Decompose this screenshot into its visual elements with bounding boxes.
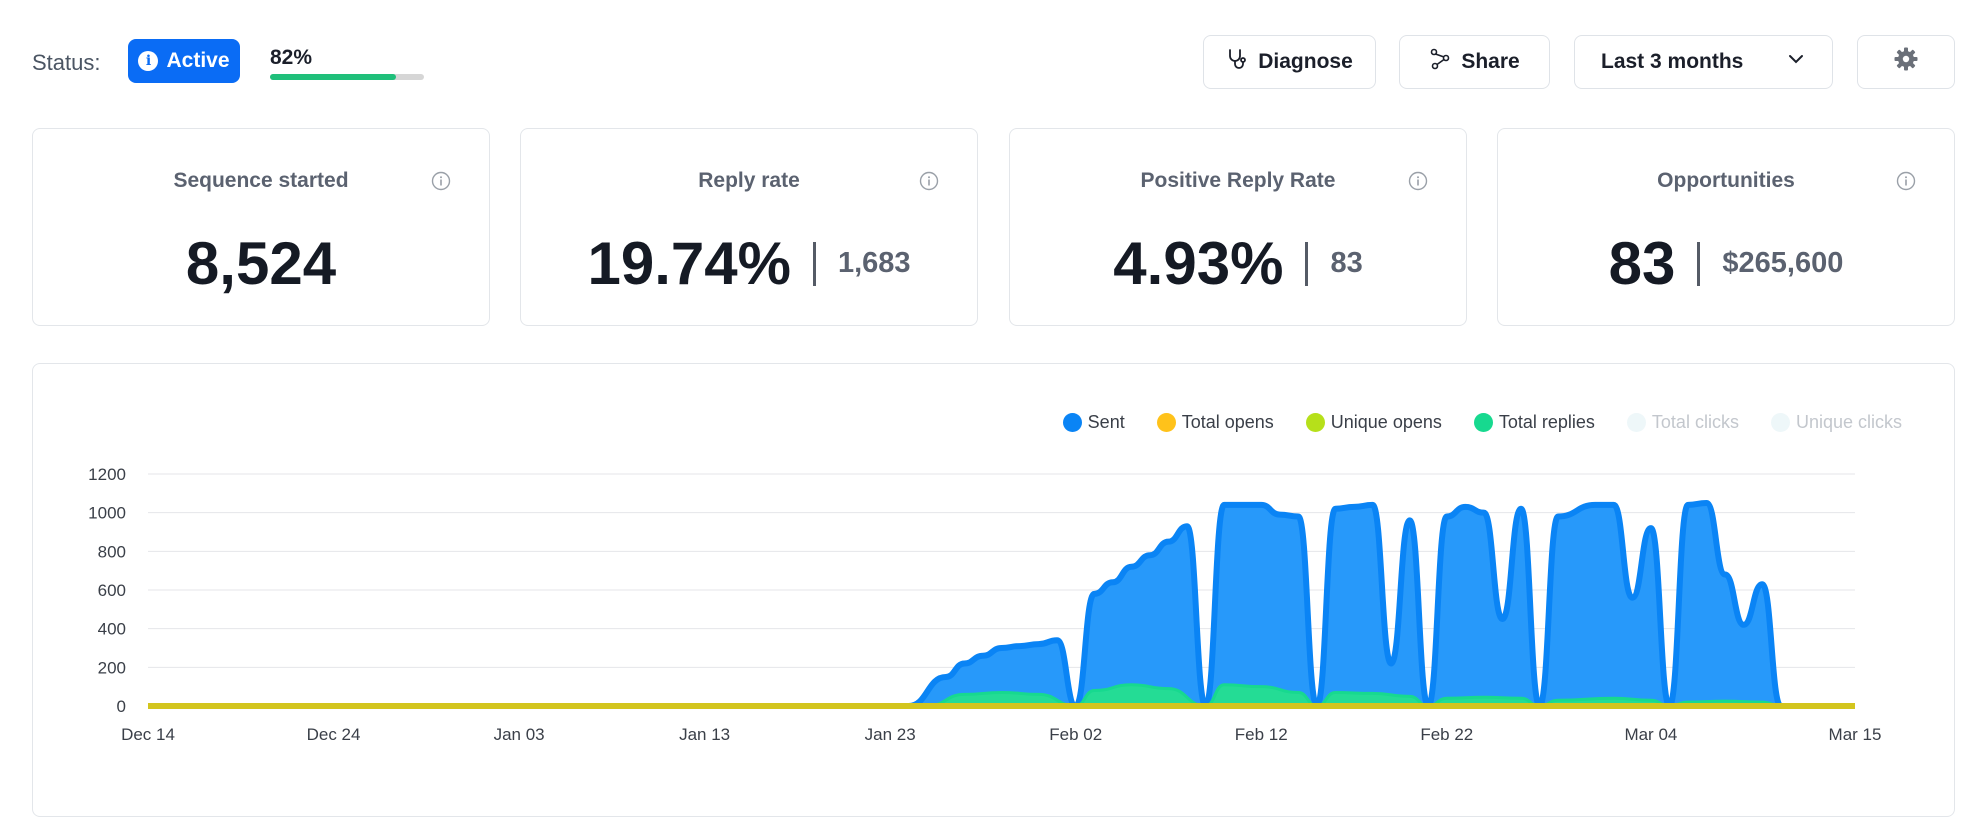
legend-swatch: [1062, 413, 1082, 432]
y-tick-label: 800: [98, 542, 126, 561]
x-tick-label: Feb 22: [1420, 725, 1473, 744]
stat-card-value: 4.93%: [1113, 230, 1284, 297]
y-tick-label: 400: [98, 620, 126, 639]
legend-label: Total replies: [1498, 412, 1595, 432]
info-icon[interactable]: [919, 171, 939, 191]
stat-card-title: Sequence started: [173, 169, 349, 192]
progress-fill: [270, 74, 397, 80]
x-tick-label: Dec 24: [307, 725, 361, 744]
status-badge[interactable]: i Active: [128, 39, 240, 83]
status-badge-label: Active: [166, 49, 230, 72]
legend-item-unique-clicks[interactable]: Unique clicks: [1770, 412, 1902, 433]
stat-card-value: 8,524: [185, 230, 337, 297]
progress-indicator: 82%: [270, 46, 424, 80]
x-tick-label: Dec 14: [121, 725, 175, 744]
gear-icon: [1893, 46, 1919, 78]
area-total-replies: [148, 684, 1855, 706]
date-range-label: Last 3 months: [1601, 50, 1744, 73]
legend-item-total-opens[interactable]: Total opens: [1156, 412, 1274, 433]
stat-card-value: 19.74%: [587, 230, 791, 297]
status-label: Status:: [32, 50, 101, 75]
legend-item-total-clicks[interactable]: Total clicks: [1626, 412, 1739, 433]
share-icon: [1429, 48, 1451, 76]
progress-text: 82%: [270, 46, 313, 69]
activity-chart: 0 200 400 600 800 1000 1200 Dec 14 Dec 24 Jan 03 J…: [88, 465, 1882, 744]
share-label: Share: [1461, 50, 1520, 73]
x-tick-label: Feb 12: [1235, 725, 1288, 744]
share-button[interactable]: Share: [1399, 35, 1550, 89]
legend-label: Unique opens: [1330, 412, 1442, 432]
stat-card-secondary: 1,683: [837, 247, 911, 279]
info-icon[interactable]: [431, 171, 451, 191]
stat-card-title: Opportunities: [1657, 169, 1795, 192]
x-tick-label: Mar 15: [1829, 725, 1882, 744]
x-tick-label: Feb 02: [1049, 725, 1102, 744]
info-icon[interactable]: [1896, 171, 1916, 191]
stat-card-secondary: 83: [1330, 247, 1363, 279]
stat-card-value-row: 83 $265,600: [1498, 229, 1954, 298]
area-sent: [148, 503, 1855, 706]
stat-card-value-row: 19.74% 1,683: [521, 229, 977, 298]
settings-button[interactable]: [1857, 35, 1955, 89]
legend-swatch: [1156, 413, 1176, 432]
stat-card-reply-rate: Reply rate 19.74% 1,683: [520, 128, 978, 326]
legend-label: Sent: [1087, 412, 1125, 432]
value-divider: [1305, 241, 1309, 286]
info-icon: i: [138, 51, 159, 71]
y-tick-label: 0: [117, 697, 126, 716]
stat-card-secondary: $265,600: [1722, 247, 1844, 279]
stat-card-value-row: 8,524: [33, 229, 489, 298]
legend-swatch: [1770, 413, 1790, 432]
value-divider: [812, 241, 816, 286]
legend-item-total-replies[interactable]: Total replies: [1473, 412, 1595, 433]
legend-swatch: [1626, 413, 1646, 432]
stat-card-title: Positive Reply Rate: [1140, 169, 1336, 192]
x-tick-label: Mar 04: [1624, 725, 1677, 744]
legend-item-unique-opens[interactable]: Unique opens: [1305, 412, 1442, 433]
chevron-down-icon: [1786, 49, 1806, 75]
value-divider: [1697, 241, 1701, 286]
stat-card-value-row: 4.93% 83: [1010, 229, 1466, 298]
legend-swatch: [1305, 413, 1325, 432]
activity-chart-panel: Sent Total opens Unique opens Total replies…: [32, 363, 1955, 817]
y-tick-label: 600: [98, 581, 126, 600]
diagnose-button[interactable]: Diagnose: [1203, 35, 1376, 89]
y-tick-label: 200: [98, 658, 126, 677]
y-tick-label: 1200: [88, 465, 126, 484]
date-range-select[interactable]: Last 3 months: [1574, 35, 1833, 89]
stat-card-sequence-started: Sequence started 8,524: [32, 128, 490, 326]
info-icon[interactable]: [1408, 171, 1428, 191]
y-tick-label: 1000: [88, 504, 126, 523]
stat-card-opportunities: Opportunities 83 $265,600: [1497, 128, 1955, 326]
x-tick-label: Jan 03: [494, 725, 545, 744]
stethoscope-icon: [1226, 48, 1248, 76]
diagnose-label: Diagnose: [1258, 50, 1353, 73]
stat-card-value: 83: [1608, 230, 1676, 297]
legend-item-sent[interactable]: Sent: [1062, 412, 1125, 433]
legend-label: Total opens: [1181, 412, 1274, 432]
stat-card-title: Reply rate: [698, 169, 800, 192]
series-line-sent: [147, 500, 1855, 709]
stat-card-positive-reply-rate: Positive Reply Rate 4.93% 83: [1009, 128, 1467, 326]
x-tick-label: Jan 13: [679, 725, 730, 744]
chart-legend: Sent Total opens Unique opens Total replies…: [1062, 412, 1902, 433]
legend-swatch: [1473, 413, 1493, 432]
legend-label: Total clicks: [1651, 412, 1739, 432]
x-tick-label: Jan 23: [865, 725, 916, 744]
legend-label: Unique clicks: [1795, 412, 1902, 432]
progress-track: [270, 74, 424, 80]
header-bar: Status: i Active 82% Diagnose: [0, 0, 1985, 120]
